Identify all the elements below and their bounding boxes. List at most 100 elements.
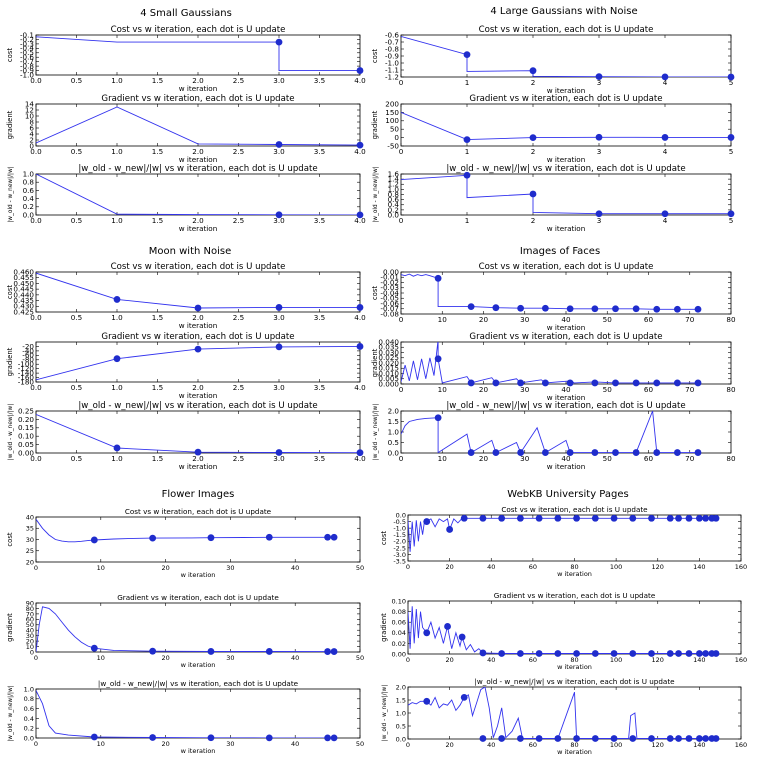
u-update-point	[612, 449, 619, 456]
u-update-point	[648, 735, 655, 742]
u-update-point	[149, 647, 157, 655]
y-tick-label: -180	[18, 377, 35, 386]
u-update-point	[207, 534, 215, 542]
u-update-point	[423, 697, 431, 705]
y-tick-label: 150	[385, 108, 399, 117]
u-update-point	[632, 305, 640, 313]
u-update-point	[702, 650, 710, 657]
u-update-point	[516, 514, 524, 522]
u-update-point	[566, 379, 574, 387]
x-tick-label: 20	[445, 563, 453, 571]
subplot-13: 0 10 20 30 40 50 40 35 30 25 20 Cost vs w iteration…	[6, 507, 364, 579]
series-line	[36, 606, 335, 652]
x-tick-label: 100	[610, 563, 622, 571]
y-tick-label: 0.0	[24, 734, 34, 742]
u-update-point	[612, 305, 619, 313]
subplot-title: Cost vs w iteration, each dot is U updat…	[111, 25, 286, 35]
u-update-point	[330, 648, 338, 655]
u-update-point	[434, 274, 442, 282]
x-tick-label: 50	[356, 564, 364, 572]
y-tick-label: 1.0	[388, 427, 400, 436]
y-tick-label: 0.20	[18, 415, 34, 424]
series-line	[401, 273, 698, 310]
y-tick-label: -0.3	[20, 39, 34, 48]
y-tick-label: 1.0	[388, 185, 400, 194]
axes-frame	[400, 103, 732, 147]
x-tick-label: 60	[529, 741, 537, 749]
y-tick-label: 0.2	[23, 202, 34, 211]
x-tick-label: 3	[597, 147, 602, 156]
y-tick-label: 0.6	[23, 186, 35, 195]
x-tick-label: 2.0	[192, 383, 204, 392]
y-tick-label: -1.0	[385, 58, 399, 67]
u-update-point	[423, 518, 431, 525]
u-update-point	[492, 449, 500, 456]
y-tick-label: 10	[26, 643, 34, 651]
x-tick-label: 80	[570, 741, 578, 749]
y-tick-label: 50	[26, 621, 34, 629]
x-tick-label: 70	[685, 454, 695, 463]
x-tick-label: 2.5	[233, 454, 244, 463]
y-tick-label: 0.05	[18, 440, 34, 449]
axes-frame	[35, 34, 361, 76]
x-tick-label: 0	[406, 656, 410, 664]
x-tick-label: 1.0	[111, 454, 123, 463]
y-tick-label: 25	[26, 547, 34, 555]
y-axis-label: gradient	[6, 347, 14, 376]
x-tick-label: 160	[735, 741, 747, 749]
y-axis-label: gradient	[380, 613, 388, 642]
x-tick-label: 60	[529, 563, 537, 571]
y-tick-label: -0.5	[20, 48, 34, 57]
u-update-point	[632, 379, 640, 387]
x-tick-label: 2	[531, 78, 536, 87]
u-update-point	[648, 514, 655, 522]
u-update-point	[356, 141, 364, 149]
y-tick-label: 0.030	[378, 348, 399, 357]
y-tick-label: 0.005	[378, 374, 399, 383]
u-update-point	[610, 735, 618, 742]
y-tick-label: -1.0	[20, 70, 34, 79]
subplot-title: Cost vs w iteration, each dot is U updat…	[501, 505, 648, 514]
dataset-title: 4 Small Gaussians	[140, 8, 232, 19]
x-tick-label: 3.0	[273, 147, 285, 156]
subplot-9: 0.0 0.5 1.0 1.5 2.0 2.5 3.0 3.5 4.00.000.050.100…	[8, 401, 366, 471]
y-tick-label: 0.00	[392, 650, 406, 658]
x-tick-label: 5	[729, 147, 734, 156]
subplot-title: |w_old - w_new|/|w| vs w iteration, each…	[474, 677, 675, 686]
u-update-point	[591, 650, 599, 657]
subplot-4: 0 1 2 3 4 5 -0.6-0.7-0.8-0.9-1.0-1.1-1.2 Cost v…	[371, 25, 735, 95]
y-tick-label: 0.15	[18, 423, 34, 432]
x-tick-label: 100	[610, 656, 622, 664]
y-axis-label: |w_old - w_new|/|w|	[373, 166, 379, 222]
y-tick-label: 0.0	[388, 448, 400, 457]
y-tick-label: 0.25	[18, 406, 34, 415]
x-tick-label: 80	[726, 454, 736, 463]
x-axis-label: w iteration	[547, 323, 586, 332]
y-tick-label: 0.04	[392, 629, 406, 637]
u-update-point	[330, 734, 338, 742]
x-tick-label: 140	[693, 563, 705, 571]
u-update-point	[113, 444, 121, 452]
x-tick-label: 3.0	[273, 76, 285, 85]
y-tick-label: 0.5	[388, 438, 399, 447]
y-axis-label: gradient	[6, 110, 14, 139]
x-axis-label: w iteration	[181, 661, 216, 669]
subplot-17: 0 20 40 60 80 100 120 140 160 0.00 0.02 0.04 0.06 0.0…	[380, 591, 747, 671]
x-tick-label: 2.0	[192, 76, 204, 85]
u-update-point	[463, 136, 471, 144]
x-tick-label: 4	[663, 78, 668, 87]
y-tick-label: -0.06	[380, 299, 399, 308]
dataset-title: Images of Faces	[520, 246, 600, 257]
axes-frame	[407, 600, 742, 655]
x-axis-label: w iteration	[547, 393, 586, 402]
u-update-point	[516, 735, 524, 742]
y-tick-label: 0.010	[378, 369, 399, 378]
series-line	[401, 411, 698, 453]
x-tick-label: 0	[34, 654, 38, 662]
subplot-title: Gradient vs w iteration, each dot is U u…	[494, 591, 656, 600]
y-tick-label: -0.8	[385, 44, 399, 53]
u-update-point	[467, 303, 475, 311]
y-tick-label: 0.00	[383, 267, 399, 276]
x-tick-label: 4	[663, 147, 668, 156]
